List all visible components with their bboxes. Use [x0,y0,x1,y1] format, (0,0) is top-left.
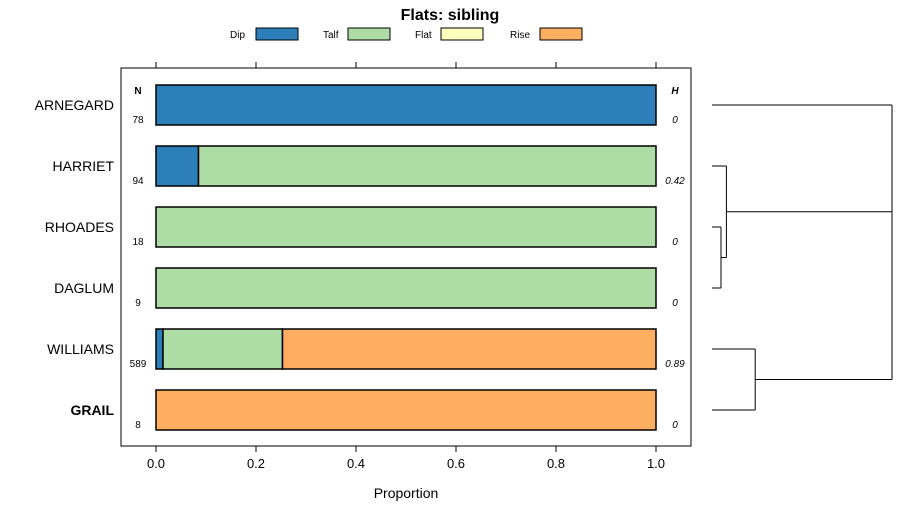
legend: Dip Talf Flat Rise [230,27,583,41]
x-tick-label: 1.0 [647,456,665,471]
plot-frame [120,67,692,447]
legend-swatch-dip [255,27,299,41]
bar-segment-harriet-dip [155,145,200,187]
x-axis: 0.0 0.2 0.4 0.6 0.8 1.0 [147,62,665,471]
category-label: HARRIET [53,158,115,174]
bar-segment-daglum-talf [155,267,657,309]
h-value: 0 [672,115,678,126]
dendrogram [712,104,893,411]
bar-segment-rhoades-talf [155,206,657,248]
x-axis-label: Proportion [374,485,439,501]
legend-label-flat: Flat [415,30,432,41]
category-label: RHOADES [45,219,114,235]
h-column-header: H [671,86,679,97]
bar-rows: ARNEGARD 78 0 HARRIET 94 0.42 RHOADES 18 0 DAGLUM… [35,84,685,431]
category-label: DAGLUM [54,280,114,296]
n-value: 78 [132,115,144,126]
legend-swatch-talf [347,27,391,41]
bar-segment-harriet-talf [197,145,657,187]
legend-swatch-flat [440,27,484,41]
h-value: 0 [672,237,678,248]
h-value: 0 [672,420,678,431]
h-value: 0.42 [665,176,685,187]
category-label: GRAIL [70,402,114,418]
legend-swatch-rise [539,27,583,41]
n-value: 8 [135,420,141,431]
chart-title: Flats: sibling [401,7,500,24]
x-tick-label: 0.2 [247,456,265,471]
category-label: WILLIAMS [47,341,114,357]
legend-label-talf: Talf [323,30,339,41]
n-value: 18 [132,237,144,248]
n-value: 589 [130,359,147,370]
bar-segment-williams-dip [155,328,164,370]
bar-segment-arnegard-dip [155,84,657,126]
h-value: 0 [672,298,678,309]
n-value: 94 [132,176,144,187]
legend-label-dip: Dip [230,30,245,41]
n-column-header: N [134,86,141,97]
x-tick-label: 0.8 [547,456,565,471]
bar-segment-williams-talf [162,328,284,370]
category-label: ARNEGARD [35,97,114,113]
bar-segment-grail-rise [155,389,657,431]
h-value: 0.89 [665,359,685,370]
x-tick-label: 0.4 [347,456,365,471]
bar-segment-williams-rise [281,328,657,370]
n-value: 9 [135,298,141,309]
legend-label-rise: Rise [510,30,530,41]
x-tick-label: 0.0 [147,456,165,471]
x-tick-label: 0.6 [447,456,465,471]
